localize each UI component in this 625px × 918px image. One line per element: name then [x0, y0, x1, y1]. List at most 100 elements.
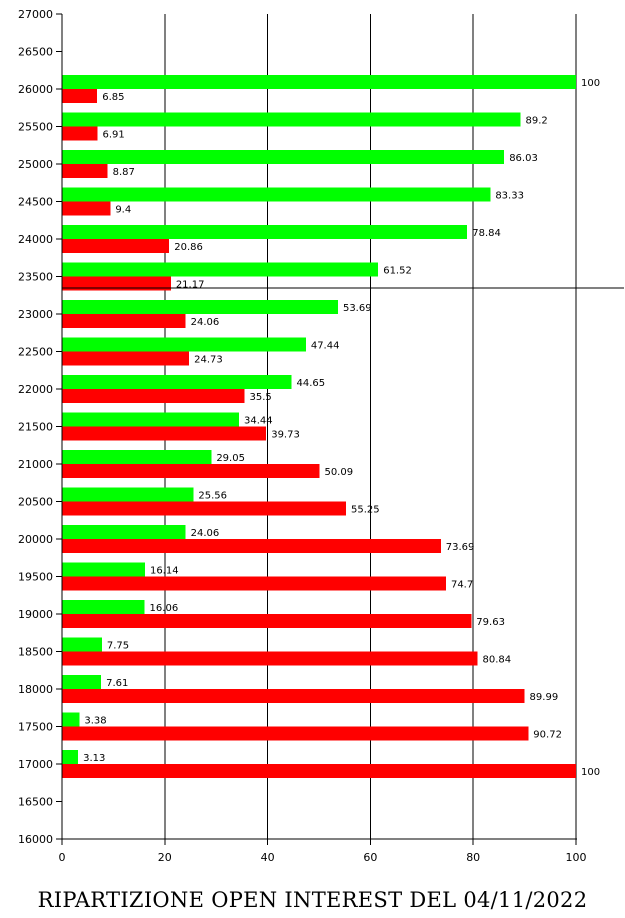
x-tick-label: 0: [59, 851, 66, 864]
bar-green: [62, 375, 292, 389]
data-label-green: 34.44: [244, 416, 273, 427]
bar-red: [62, 614, 472, 628]
data-label-red: 55.25: [351, 505, 380, 516]
bar-red: [62, 89, 98, 103]
y-tick-label: 16000: [18, 833, 53, 846]
bar-red: [62, 426, 267, 441]
y-tick-label: 24000: [18, 233, 53, 246]
bar-red: [62, 239, 170, 253]
bar-green: [62, 412, 240, 427]
bar-red: [62, 764, 576, 778]
y-tick-label: 17000: [18, 758, 53, 771]
bar-red: [62, 201, 111, 216]
data-label-green: 3.38: [84, 716, 106, 727]
data-label-red: 24.73: [194, 355, 223, 366]
data-label-green: 29.05: [216, 453, 245, 464]
y-tick-label: 21500: [18, 421, 53, 434]
data-label-red: 90.72: [533, 730, 562, 741]
bar-green: [62, 450, 212, 464]
bar-green: [62, 150, 505, 164]
data-label-red: 73.69: [446, 542, 475, 553]
bar-green: [62, 600, 145, 614]
bar-red: [62, 314, 186, 328]
data-label-green: 24.06: [191, 528, 220, 539]
x-tick-label: 20: [158, 851, 172, 864]
chart-title: RIPARTIZIONE OPEN INTEREST DEL 04/11/202…: [37, 888, 588, 912]
bar-green: [62, 112, 521, 127]
bar-green: [62, 75, 576, 89]
y-tick-label: 18500: [18, 646, 53, 659]
bar-red: [62, 539, 441, 553]
y-tick-label: 24500: [18, 196, 53, 209]
data-label-green: 53.69: [343, 303, 372, 314]
data-label-green: 61.52: [383, 266, 412, 277]
data-label-red: 50.09: [324, 467, 353, 478]
x-tick-label: 40: [261, 851, 275, 864]
y-tick-label: 19000: [18, 608, 53, 621]
bar-red: [62, 276, 171, 291]
data-label-red: 39.73: [271, 430, 300, 441]
data-label-red: 74.7: [451, 580, 473, 591]
data-label-red: 6.85: [102, 92, 124, 103]
y-tick-label: 26500: [18, 46, 53, 59]
x-tick-label: 100: [566, 851, 587, 864]
data-label-red: 79.63: [476, 617, 505, 628]
bar-green: [62, 675, 102, 689]
bar-red: [62, 389, 245, 403]
y-tick-label: 22000: [18, 383, 53, 396]
y-tick-label: 16500: [18, 796, 53, 809]
bar-red: [62, 726, 529, 741]
bar-red: [62, 501, 346, 516]
data-label-green: 86.03: [509, 153, 538, 164]
y-tick-label: 22500: [18, 346, 53, 359]
data-label-red: 21.17: [176, 280, 205, 291]
data-label-green: 7.75: [107, 641, 129, 652]
data-label-green: 78.84: [472, 228, 501, 239]
bar-green: [62, 637, 102, 652]
y-tick-label: 25500: [18, 121, 53, 134]
bar-red: [62, 164, 108, 178]
bar-red: [62, 576, 446, 591]
y-tick-label: 27000: [18, 8, 53, 21]
data-label-red: 100: [581, 767, 600, 778]
y-tick-label: 20000: [18, 533, 53, 546]
data-label-red: 89.99: [530, 692, 559, 703]
y-tick-label: 21000: [18, 458, 53, 471]
data-label-green: 83.33: [495, 191, 524, 202]
bar-green: [62, 225, 468, 239]
data-label-red: 9.4: [115, 205, 131, 216]
y-tick-label: 20500: [18, 496, 53, 509]
y-tick-label: 19500: [18, 571, 53, 584]
y-tick-label: 26000: [18, 83, 53, 96]
x-tick-label: 60: [363, 851, 377, 864]
y-tick-label: 23000: [18, 308, 53, 321]
bar-green: [62, 487, 194, 502]
bar-green: [62, 750, 79, 764]
bar-green: [62, 337, 306, 352]
y-tick-label: 23500: [18, 271, 53, 284]
bar-green: [62, 525, 186, 539]
data-label-red: 6.91: [103, 130, 125, 141]
data-label-green: 44.65: [297, 378, 326, 389]
bar-red: [62, 464, 320, 478]
data-label-green: 25.56: [198, 491, 227, 502]
y-tick-label: 18000: [18, 683, 53, 696]
bar-green: [62, 300, 338, 314]
bar-red: [62, 689, 525, 703]
bar-chart: 100 6.85 89.2 6.91 86.03 8.87 83.33 9.4 78.84 20.…: [18, 8, 624, 864]
data-label-green: 89.2: [525, 116, 547, 127]
data-label-green: 100: [581, 78, 600, 89]
data-label-red: 8.87: [113, 167, 135, 178]
bar-green: [62, 562, 145, 577]
bar-green: [62, 262, 379, 277]
data-label-green: 16.14: [150, 566, 179, 577]
data-label-green: 47.44: [311, 341, 340, 352]
bar-red: [62, 351, 190, 366]
y-tick-label: 17500: [18, 721, 53, 734]
bar-green: [62, 187, 491, 202]
bar-red: [62, 651, 478, 666]
data-label-green: 16.06: [150, 603, 179, 614]
x-tick-label: 80: [466, 851, 480, 864]
data-label-red: 24.06: [191, 317, 220, 328]
data-label-red: 20.86: [174, 242, 203, 253]
